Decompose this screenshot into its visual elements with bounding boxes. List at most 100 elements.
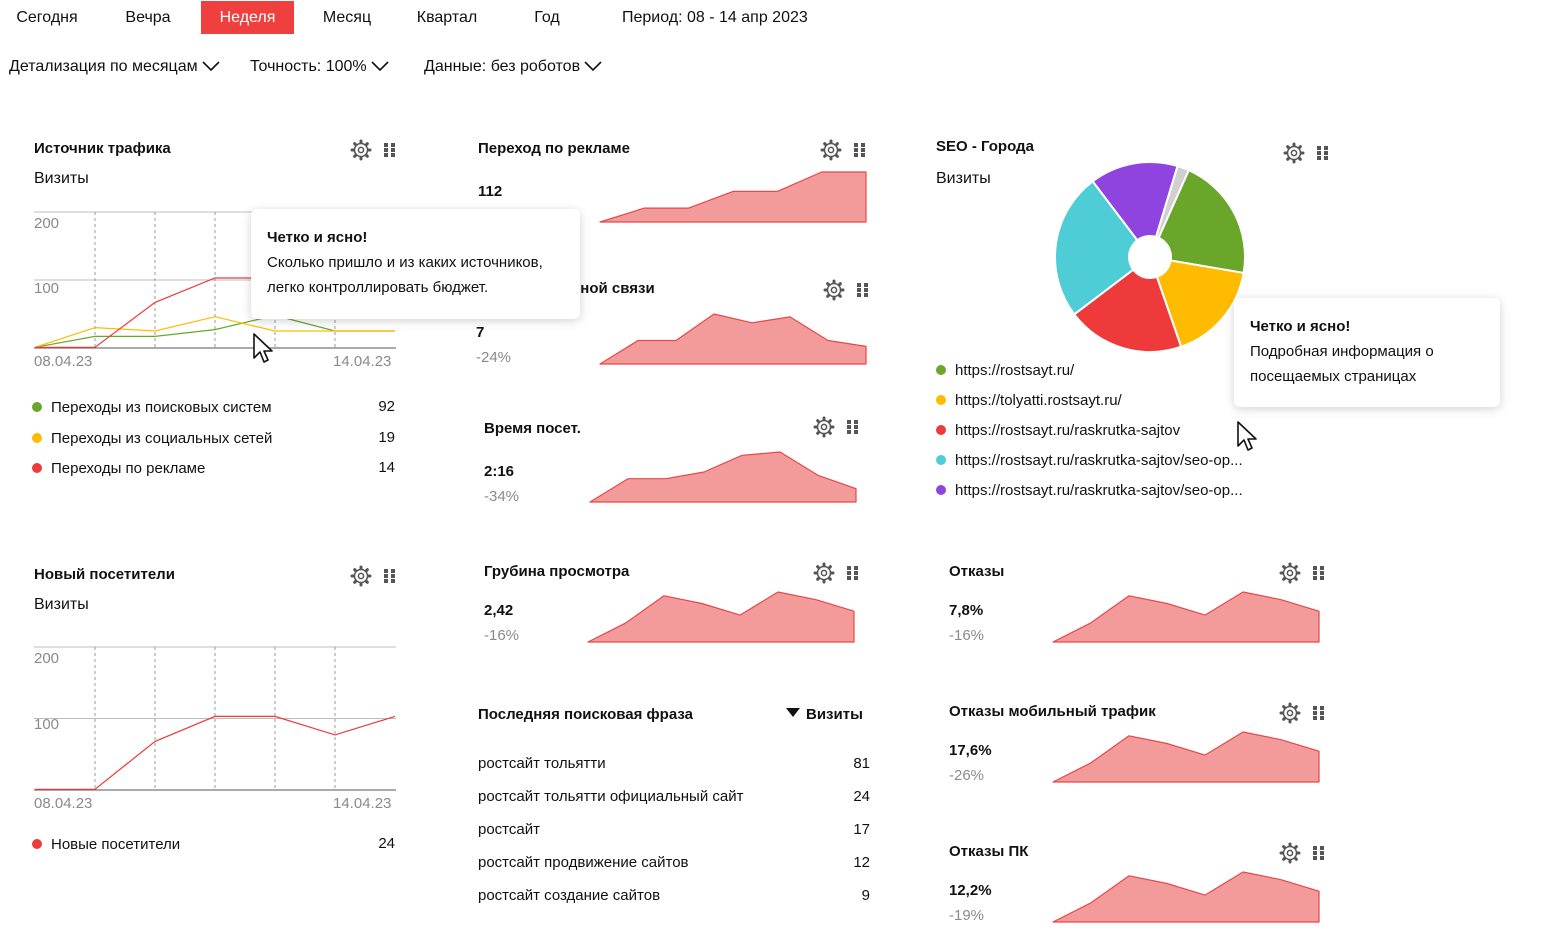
phrase-count: 81 <box>853 755 870 772</box>
accuracy-dropdown[interactable]: Точность: 100% <box>250 54 389 80</box>
drag-handle-icon[interactable] <box>1308 562 1330 584</box>
tooltip-text: Сколько пришло и из каких источников, ле… <box>267 254 543 296</box>
gear-icon-glyph <box>350 139 372 161</box>
pie-slice <box>1148 168 1246 275</box>
chevron-down-icon <box>371 61 389 72</box>
data-dropdown[interactable]: Данные: без роботов <box>424 54 602 80</box>
legend-label: Переходы из поисковых систем <box>51 399 272 416</box>
legend-label: Переходы из социальных сетей <box>51 430 273 447</box>
period-range[interactable]: Период: 08 - 14 апр 2023 <box>622 9 808 26</box>
seo-link-item[interactable]: https://rostsayt.ru/raskrutka-sajtov/seo… <box>936 481 1243 501</box>
traffic-widget-title: Источник трафика <box>34 140 171 157</box>
new-visitors-widget-subtitle: Визиты <box>34 596 89 613</box>
drag-handle-icon[interactable] <box>852 279 874 301</box>
mouse-cursor-icon <box>253 333 273 363</box>
legend-item-ads: Переходы по рекламе <box>32 459 205 479</box>
drag-handle-icon[interactable] <box>1308 702 1330 724</box>
seo-link-item[interactable]: https://rostsayt.ru/raskrutka-sajtov/seo… <box>936 451 1243 471</box>
drag-handle-glyph <box>1317 146 1328 160</box>
seo-link-item[interactable]: https://rostsayt.ru/ <box>936 361 1074 381</box>
sparkline-area <box>599 313 867 365</box>
bounces-mobile-value: 17,6% <box>949 742 992 759</box>
sort-label: Визиты <box>806 706 863 723</box>
seo-link-item[interactable]: https://tolyatti.rostsayt.ru/ <box>936 391 1122 411</box>
legend-dot <box>32 463 42 473</box>
seo-link-label: https://tolyatti.rostsayt.ru/ <box>955 392 1122 409</box>
seo-link-item[interactable]: https://rostsayt.ru/raskrutka-sajtov <box>936 421 1180 441</box>
depth-value: 2,42 <box>484 602 514 619</box>
x-end-label: 14.04.23 <box>333 795 392 812</box>
phrase-count: 24 <box>853 788 870 805</box>
tab-month[interactable]: Месяц <box>322 9 372 26</box>
x-start-label: 08.04.23 <box>34 795 93 812</box>
bounces-value: 7,8% <box>949 602 984 619</box>
bounces-widget-title: Отказы <box>949 563 1005 580</box>
sparkline-area <box>1052 731 1320 783</box>
phrase-row: ростсайт тольятти <box>478 755 606 772</box>
gear-icon[interactable] <box>820 139 842 161</box>
sparkline-area <box>589 451 857 503</box>
drag-handle-icon[interactable] <box>842 562 864 584</box>
sort-by-visits[interactable]: Визиты <box>786 706 863 723</box>
drag-handle-glyph <box>847 420 858 434</box>
gear-icon[interactable] <box>350 139 372 161</box>
drag-handle-icon[interactable] <box>379 565 401 587</box>
bounces-pc-change: -19% <box>949 907 985 924</box>
tooltip-title: Четко и ясно! <box>267 229 368 246</box>
tooltip-title: Четко и ясно! <box>1250 318 1351 335</box>
seo-tooltip: Четко и ясно! Подробная информация о пос… <box>1234 298 1500 407</box>
mouse-cursor-icon <box>1237 421 1257 451</box>
legend-count: 24 <box>378 835 395 852</box>
drag-handle-glyph <box>384 569 395 583</box>
gear-icon[interactable] <box>1279 842 1301 864</box>
sparkline-area <box>587 591 855 643</box>
phrase-count: 17 <box>853 821 870 838</box>
chevron-down-icon <box>584 61 602 72</box>
legend-item-new-visitors: Новые посетители <box>32 835 180 855</box>
seo-link-label: https://rostsayt.ru/raskrutka-sajtov <box>955 422 1181 439</box>
gear-icon[interactable] <box>1279 562 1301 584</box>
drag-handle-icon[interactable] <box>849 139 871 161</box>
depth-change: -16% <box>484 627 520 644</box>
drag-handle-icon[interactable] <box>842 416 864 438</box>
y-tick-label: 200 <box>34 215 60 232</box>
gear-icon[interactable] <box>350 565 372 587</box>
gear-icon[interactable] <box>813 562 835 584</box>
time-value: 2:16 <box>484 463 515 480</box>
ads-sparkline <box>599 171 867 223</box>
tab-year[interactable]: Год <box>534 9 560 26</box>
legend-count: 19 <box>378 429 395 446</box>
x-start-label: 08.04.23 <box>34 353 93 370</box>
series-line <box>35 715 396 790</box>
depth-sparkline <box>587 591 855 643</box>
tab-today[interactable]: Сегодня <box>16 9 78 26</box>
sparkline-area <box>599 171 867 223</box>
gear-icon[interactable] <box>823 279 845 301</box>
drag-handle-icon[interactable] <box>1308 842 1330 864</box>
gear-icon[interactable] <box>813 416 835 438</box>
phrase-count: 12 <box>853 854 870 871</box>
detail-dropdown[interactable]: Детализация по месяцам <box>9 54 220 80</box>
drag-handle-glyph <box>854 143 865 157</box>
phrase-row: ростсайт создание сайтов <box>478 887 661 904</box>
tab-yesterday[interactable]: Вечра <box>125 9 171 26</box>
tab-quarter[interactable]: Квартал <box>416 9 478 26</box>
phrase-count: 9 <box>861 887 870 904</box>
forms-sparkline <box>599 313 867 365</box>
sparkline-area <box>1052 871 1320 923</box>
search-phrases-title: Последняя поисковая фраза <box>478 706 693 723</box>
forms-change: -24% <box>476 349 512 366</box>
time-widget-title: Время посет. <box>484 420 581 437</box>
gear-icon[interactable] <box>1279 702 1301 724</box>
phrase-row: ростсайт <box>478 821 540 838</box>
new-visitors-line-chart <box>34 646 396 791</box>
drag-handle-icon[interactable] <box>1312 142 1334 164</box>
gear-icon-glyph <box>1279 562 1301 584</box>
drag-handle-icon[interactable] <box>379 139 401 161</box>
drag-handle-glyph <box>857 283 868 297</box>
tab-week[interactable]: Неделя <box>201 1 294 34</box>
x-end-label: 14.04.23 <box>333 353 392 370</box>
bounces-pc-widget-title: Отказы ПК <box>949 843 1029 860</box>
legend-count: 14 <box>378 459 395 476</box>
gear-icon[interactable] <box>1283 142 1305 164</box>
